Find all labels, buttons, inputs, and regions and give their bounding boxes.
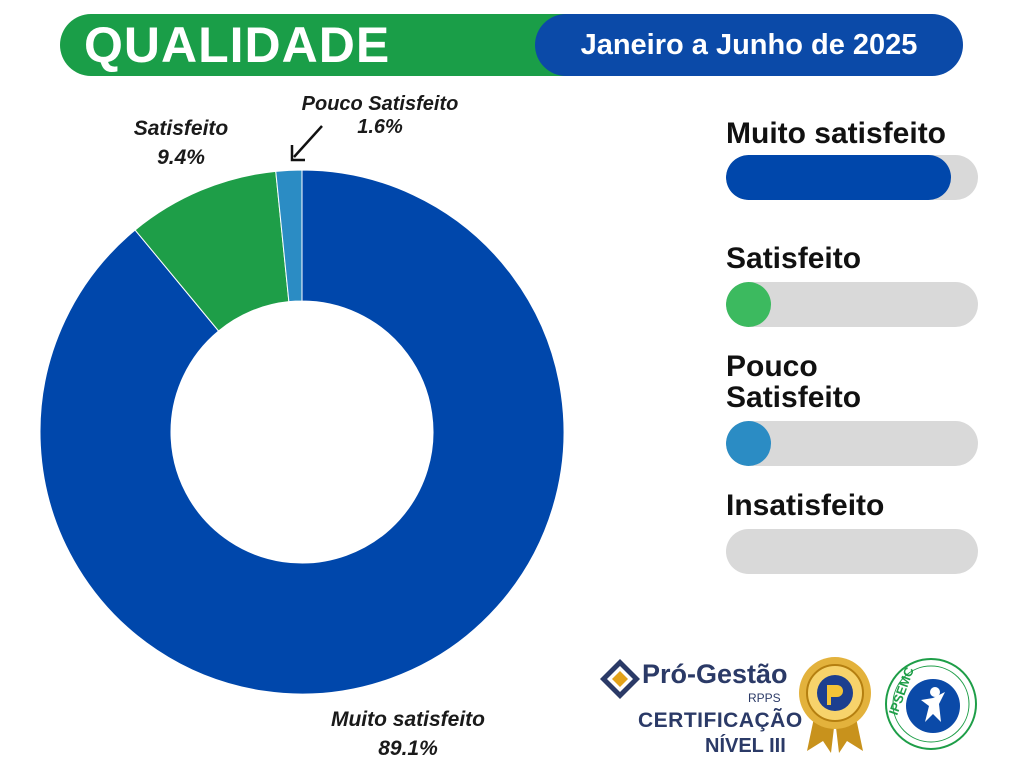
ipsemc-logo: IPSEMC xyxy=(885,658,977,750)
donut-chart: Satisfeito 9.4% Pouco Satisfeito 1.6% Mu… xyxy=(39,93,565,760)
legend-track xyxy=(726,282,978,327)
legend-satisfeito: Satisfeito xyxy=(726,243,978,327)
legend-label: Satisfeito xyxy=(726,242,862,275)
label-satisfeito-name: Satisfeito xyxy=(134,117,229,140)
legend-pouco-satisfeito: Pouco Satisfeito xyxy=(726,351,978,466)
slice-pouco-satisfeito xyxy=(275,169,303,303)
legend-insatisfeito: Insatisfeito xyxy=(726,490,978,574)
legend-label: Muito satisfeito xyxy=(726,117,947,150)
label-muito-satisfeito-value: 89.1% xyxy=(378,737,438,760)
slice-muito-satisfeito xyxy=(39,169,565,695)
legend-track xyxy=(726,421,978,466)
legend-track xyxy=(726,529,978,574)
pro-gestao-name: Pró-Gestão xyxy=(642,659,788,689)
legend-fill-pouco-satisfeito xyxy=(726,421,771,466)
pro-gestao-g-icon xyxy=(600,659,640,699)
legend-label: Pouco Satisfeito xyxy=(726,350,862,414)
legend-fill-satisfeito xyxy=(726,282,771,327)
certification-medal-icon xyxy=(799,657,871,753)
pouco-satisfeito-arrow-line xyxy=(293,125,323,158)
legend-label: Insatisfeito xyxy=(726,489,885,522)
legend-muito-satisfeito: Muito satisfeito xyxy=(726,118,978,200)
pro-gestao-rpps: RPPS xyxy=(748,691,781,705)
label-satisfeito-value: 9.4% xyxy=(157,146,205,169)
pro-gestao-logo: Pró-Gestão RPPS CERTIFICAÇÃO NÍVEL III xyxy=(598,655,802,760)
label-pouco-satisfeito-value: 1.6% xyxy=(357,116,403,138)
label-muito-satisfeito-name: Muito satisfeito xyxy=(331,708,485,731)
legend-track xyxy=(726,155,978,200)
certificacao-text: CERTIFICAÇÃO xyxy=(638,709,803,732)
period-badge: Janeiro a Junho de 2025 xyxy=(535,14,963,76)
pouco-satisfeito-arrow-head xyxy=(290,145,305,162)
page-title: QUALIDADE xyxy=(84,17,391,73)
label-pouco-satisfeito-name: Pouco Satisfeito xyxy=(302,93,459,115)
legend-fill-muito-satisfeito xyxy=(726,155,951,200)
nivel-text: NÍVEL III xyxy=(705,735,786,757)
